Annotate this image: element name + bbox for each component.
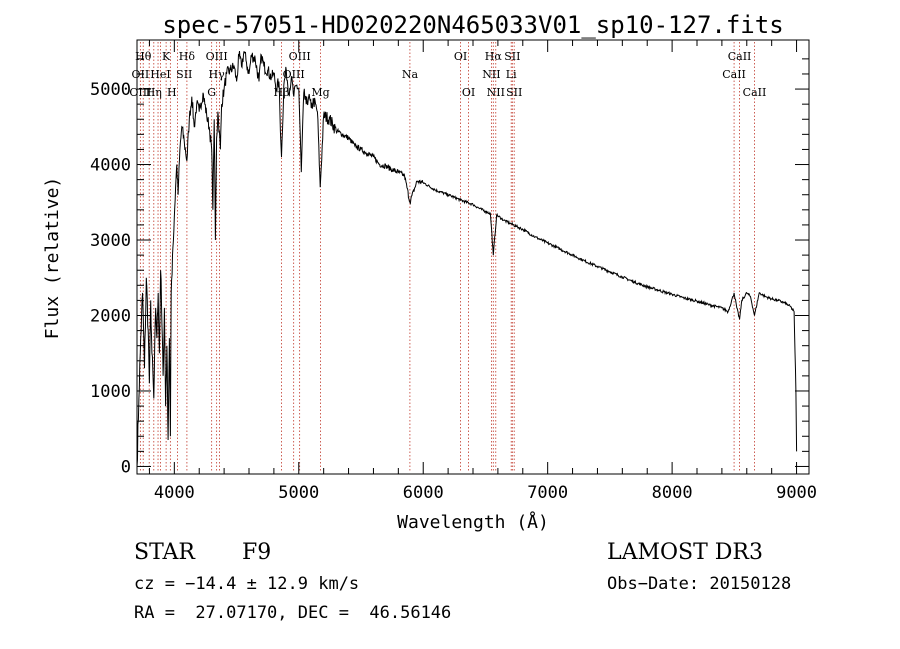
axis-tick-labels: 4000 5000 6000 7000 8000 9000 0 1000 2000 3000 400…: [90, 80, 817, 503]
line-label: NII: [487, 86, 505, 99]
x-axis-label: Wavelength (Å): [397, 511, 549, 533]
observation-date: Obs−Date: 20150128: [607, 574, 792, 594]
line-label: Mg: [311, 86, 329, 99]
line-label: SII: [176, 68, 192, 81]
line-label: OIII: [289, 50, 311, 63]
x-tick-label: 5000: [278, 483, 319, 503]
line-label: OIII: [283, 68, 305, 81]
line-label: Na: [402, 68, 419, 81]
line-label: Hθ: [135, 50, 152, 63]
axis-ticks: [137, 40, 809, 474]
line-label: OII: [132, 68, 150, 81]
object-class: STAR: [134, 540, 195, 565]
spectral-subclass: F9: [242, 540, 272, 565]
line-label: SII: [504, 50, 520, 63]
survey-name: LAMOST DR3: [607, 540, 763, 565]
chart-title: spec-57051-HD020220N465033V01_sp10-127.f…: [162, 11, 783, 39]
line-label: NII: [482, 68, 500, 81]
y-axis-label: Flux (relative): [42, 177, 63, 340]
y-tick-label: 0: [121, 457, 131, 477]
line-label: G: [207, 86, 216, 99]
redshift-cz: cz = −14.4 ± 12.9 km/s: [134, 574, 360, 594]
spectral-line-markers: [139, 42, 755, 472]
line-label: CaII: [728, 50, 752, 63]
plot-frame: [136, 39, 810, 475]
line-label: HeI: [150, 68, 170, 81]
x-tick-label: 9000: [776, 483, 817, 503]
line-label: OI: [454, 50, 467, 63]
y-tick-label: 2000: [90, 306, 131, 326]
line-label: Hγ: [209, 68, 226, 81]
line-label: K: [162, 50, 171, 63]
line-label: OIII: [206, 50, 228, 63]
x-tick-label: 8000: [652, 483, 693, 503]
line-label: CaII: [743, 86, 767, 99]
line-label: OI: [462, 86, 475, 99]
line-label: Hα: [485, 50, 503, 63]
y-tick-label: 5000: [90, 80, 131, 100]
x-tick-label: 6000: [403, 483, 444, 503]
line-label: SII: [506, 86, 522, 99]
line-label: Hη: [146, 86, 162, 99]
y-tick-label: 3000: [90, 231, 131, 251]
y-tick-label: 1000: [90, 382, 131, 402]
line-label: CaII: [722, 68, 746, 81]
x-tick-label: 7000: [527, 483, 568, 503]
line-label: Hδ: [179, 50, 196, 63]
line-label: Li: [506, 68, 517, 81]
coordinates: RA = 27.07170, DEC = 46.56146: [134, 603, 452, 623]
spectrum-line: [136, 50, 798, 467]
x-tick-label: 4000: [154, 483, 195, 503]
line-label: H: [167, 86, 177, 99]
y-tick-label: 4000: [90, 156, 131, 176]
